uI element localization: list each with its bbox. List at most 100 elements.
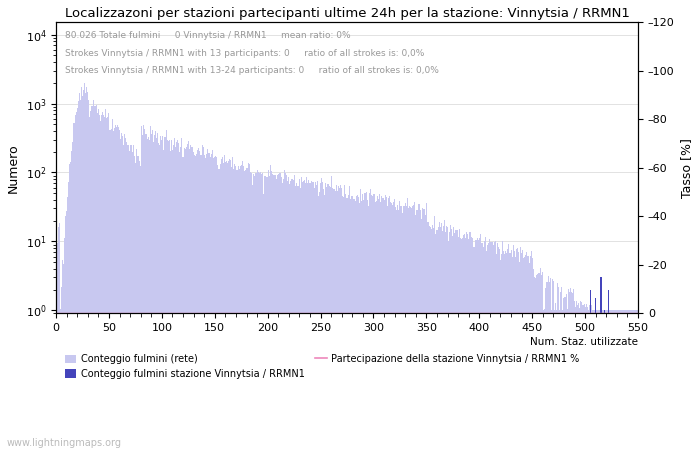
Bar bbox=[483, 248, 484, 450]
Bar bbox=[254, 176, 256, 450]
Bar bbox=[628, 310, 629, 450]
Bar bbox=[214, 157, 216, 450]
Bar bbox=[378, 199, 379, 450]
Bar bbox=[159, 144, 160, 450]
Bar bbox=[153, 142, 154, 450]
Partecipazione della stazione Vinnytsia / RRMN1 % bbox=[565, 311, 573, 316]
Bar bbox=[289, 184, 290, 450]
Bar bbox=[598, 310, 599, 450]
Bar bbox=[386, 206, 388, 450]
Bar bbox=[341, 188, 342, 450]
Bar bbox=[65, 216, 66, 450]
Bar bbox=[274, 175, 276, 450]
Bar bbox=[104, 117, 105, 450]
Bar bbox=[67, 197, 68, 450]
Bar bbox=[512, 245, 514, 450]
Bar bbox=[374, 194, 375, 450]
Bar bbox=[116, 126, 117, 450]
Bar bbox=[380, 202, 382, 450]
Bar bbox=[616, 310, 617, 450]
Bar bbox=[572, 293, 573, 450]
Bar bbox=[427, 222, 428, 450]
Bar bbox=[442, 231, 443, 450]
Bar bbox=[608, 289, 609, 450]
Bar bbox=[167, 140, 168, 450]
Bar bbox=[514, 257, 516, 450]
Bar bbox=[287, 181, 288, 450]
Bar bbox=[316, 185, 317, 450]
Bar bbox=[317, 181, 318, 450]
Bar bbox=[283, 180, 284, 450]
Bar bbox=[400, 206, 402, 450]
Bar bbox=[487, 246, 489, 450]
Bar bbox=[234, 164, 235, 450]
Bar bbox=[256, 173, 257, 450]
Bar bbox=[76, 112, 77, 450]
Bar bbox=[258, 172, 259, 450]
Bar bbox=[447, 227, 448, 450]
Bar bbox=[335, 191, 336, 450]
Bar bbox=[367, 200, 368, 450]
Bar bbox=[206, 149, 208, 450]
Bar bbox=[443, 226, 444, 450]
Bar bbox=[69, 164, 70, 450]
Bar bbox=[160, 136, 161, 450]
Bar bbox=[189, 149, 190, 450]
Bar bbox=[458, 229, 460, 450]
Bar bbox=[77, 108, 78, 450]
Bar bbox=[539, 273, 540, 450]
Bar bbox=[263, 194, 264, 450]
Bar bbox=[435, 234, 436, 450]
Bar bbox=[96, 105, 97, 450]
Bar bbox=[584, 307, 586, 450]
Title: Localizzazoni per stazioni partecipanti ultime 24h per la stazione: Vinnytsia / : Localizzazoni per stazioni partecipanti … bbox=[64, 7, 629, 20]
Bar bbox=[102, 112, 103, 450]
Bar bbox=[445, 232, 446, 450]
Bar bbox=[297, 186, 298, 450]
Bar bbox=[309, 183, 311, 450]
Bar bbox=[342, 196, 343, 450]
Bar bbox=[99, 115, 100, 450]
Bar bbox=[243, 166, 244, 450]
Bar bbox=[538, 273, 539, 450]
Bar bbox=[246, 168, 247, 450]
Bar bbox=[608, 310, 609, 450]
Bar bbox=[521, 253, 522, 450]
Bar bbox=[298, 186, 299, 450]
Bar bbox=[394, 199, 395, 450]
Bar bbox=[590, 289, 591, 450]
Bar bbox=[66, 212, 67, 450]
Bar bbox=[518, 252, 519, 450]
Bar bbox=[562, 310, 564, 450]
Bar bbox=[586, 304, 587, 450]
Bar bbox=[332, 189, 334, 450]
Bar bbox=[345, 194, 346, 450]
Bar bbox=[313, 182, 314, 450]
Bar bbox=[436, 230, 438, 450]
Bar bbox=[541, 275, 542, 450]
Bar bbox=[340, 184, 341, 450]
Bar bbox=[559, 310, 560, 450]
Bar bbox=[267, 177, 268, 450]
Bar bbox=[131, 145, 132, 450]
Bar bbox=[560, 292, 561, 450]
Bar bbox=[191, 147, 192, 450]
Bar bbox=[262, 173, 263, 450]
Bar bbox=[183, 148, 185, 450]
Bar bbox=[372, 197, 373, 450]
Y-axis label: Tasso [%]: Tasso [%] bbox=[680, 138, 693, 198]
Bar bbox=[525, 255, 526, 450]
Bar bbox=[431, 229, 432, 450]
Partecipazione della stazione Vinnytsia / RRMN1 % bbox=[95, 311, 104, 316]
Bar bbox=[251, 173, 252, 450]
Bar bbox=[346, 198, 348, 450]
Bar bbox=[264, 176, 265, 450]
Bar bbox=[376, 201, 377, 450]
Bar bbox=[349, 186, 350, 450]
Bar bbox=[223, 162, 224, 450]
Bar bbox=[71, 151, 72, 450]
Bar bbox=[227, 162, 228, 450]
Bar bbox=[193, 152, 194, 450]
Bar bbox=[161, 140, 162, 450]
Bar bbox=[576, 302, 578, 450]
